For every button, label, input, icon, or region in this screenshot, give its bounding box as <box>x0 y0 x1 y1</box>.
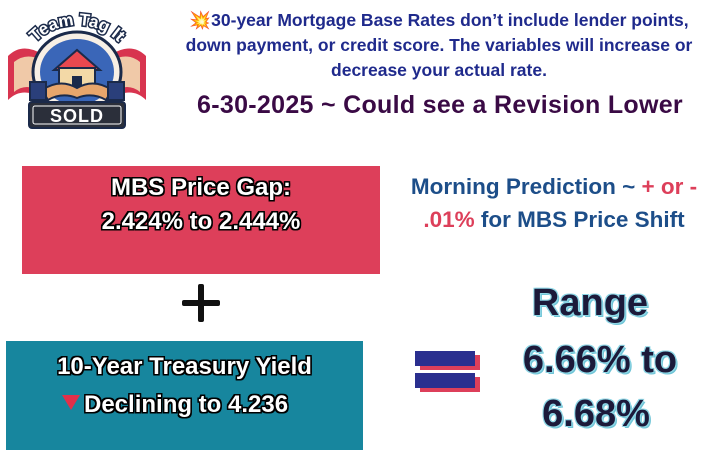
equals-bar-bottom <box>415 373 475 388</box>
disclaimer-line-1: 💥30-year Mortgage Base Rates don’t inclu… <box>155 8 723 33</box>
date-headline: 6-30-2025 ~ Could see a Revision Lower <box>197 91 683 119</box>
disclaimer-line-2: down payment, or credit score. The varia… <box>185 35 693 55</box>
treasury-status-line: Declining to 4.236 <box>62 391 288 419</box>
rate-disclaimer: 💥30-year Mortgage Base Rates don’t inclu… <box>155 8 723 83</box>
prediction-text-start: Morning Prediction ~ <box>410 174 642 199</box>
mbs-title: MBS Price Gap: <box>110 174 292 201</box>
mbs-price-gap-box: MBS Price Gap: 2.424% to 2.444% <box>22 166 380 274</box>
equals-icon <box>415 345 481 395</box>
equals-bar-top <box>415 351 475 366</box>
range-high: 6.68% <box>542 393 650 435</box>
team-tag-it-logo: Team Tag It SOLD <box>2 2 152 132</box>
treasury-status: Declining to 4.236 <box>84 391 289 418</box>
logo-graphic: Team Tag It SOLD <box>8 9 146 129</box>
disclaimer-line-3: decrease your actual rate. <box>331 60 547 80</box>
range-title: Range <box>531 282 649 324</box>
prediction-accent-plus-minus: + or - <box>641 174 698 199</box>
prediction-text-end: for MBS Price Shift <box>474 207 685 232</box>
treasury-title: 10-Year Treasury Yield <box>57 353 312 380</box>
burst-icon: 💥 <box>189 10 212 30</box>
treasury-yield-box: 10-Year Treasury Yield Declining to 4.23… <box>6 341 363 450</box>
prediction-accent-percent: .01% <box>423 207 475 232</box>
plus-icon <box>182 284 220 322</box>
mbs-range: 2.424% to 2.444% <box>101 208 301 235</box>
logo-sold-text: SOLD <box>50 106 104 126</box>
disclaimer-line-1-text: 30-year Mortgage Base Rates don’t includ… <box>211 10 689 30</box>
range-low: 6.66% to <box>522 339 678 381</box>
morning-prediction: Morning Prediction ~ + or - .01% for MBS … <box>383 170 725 236</box>
down-triangle-icon <box>62 395 80 410</box>
